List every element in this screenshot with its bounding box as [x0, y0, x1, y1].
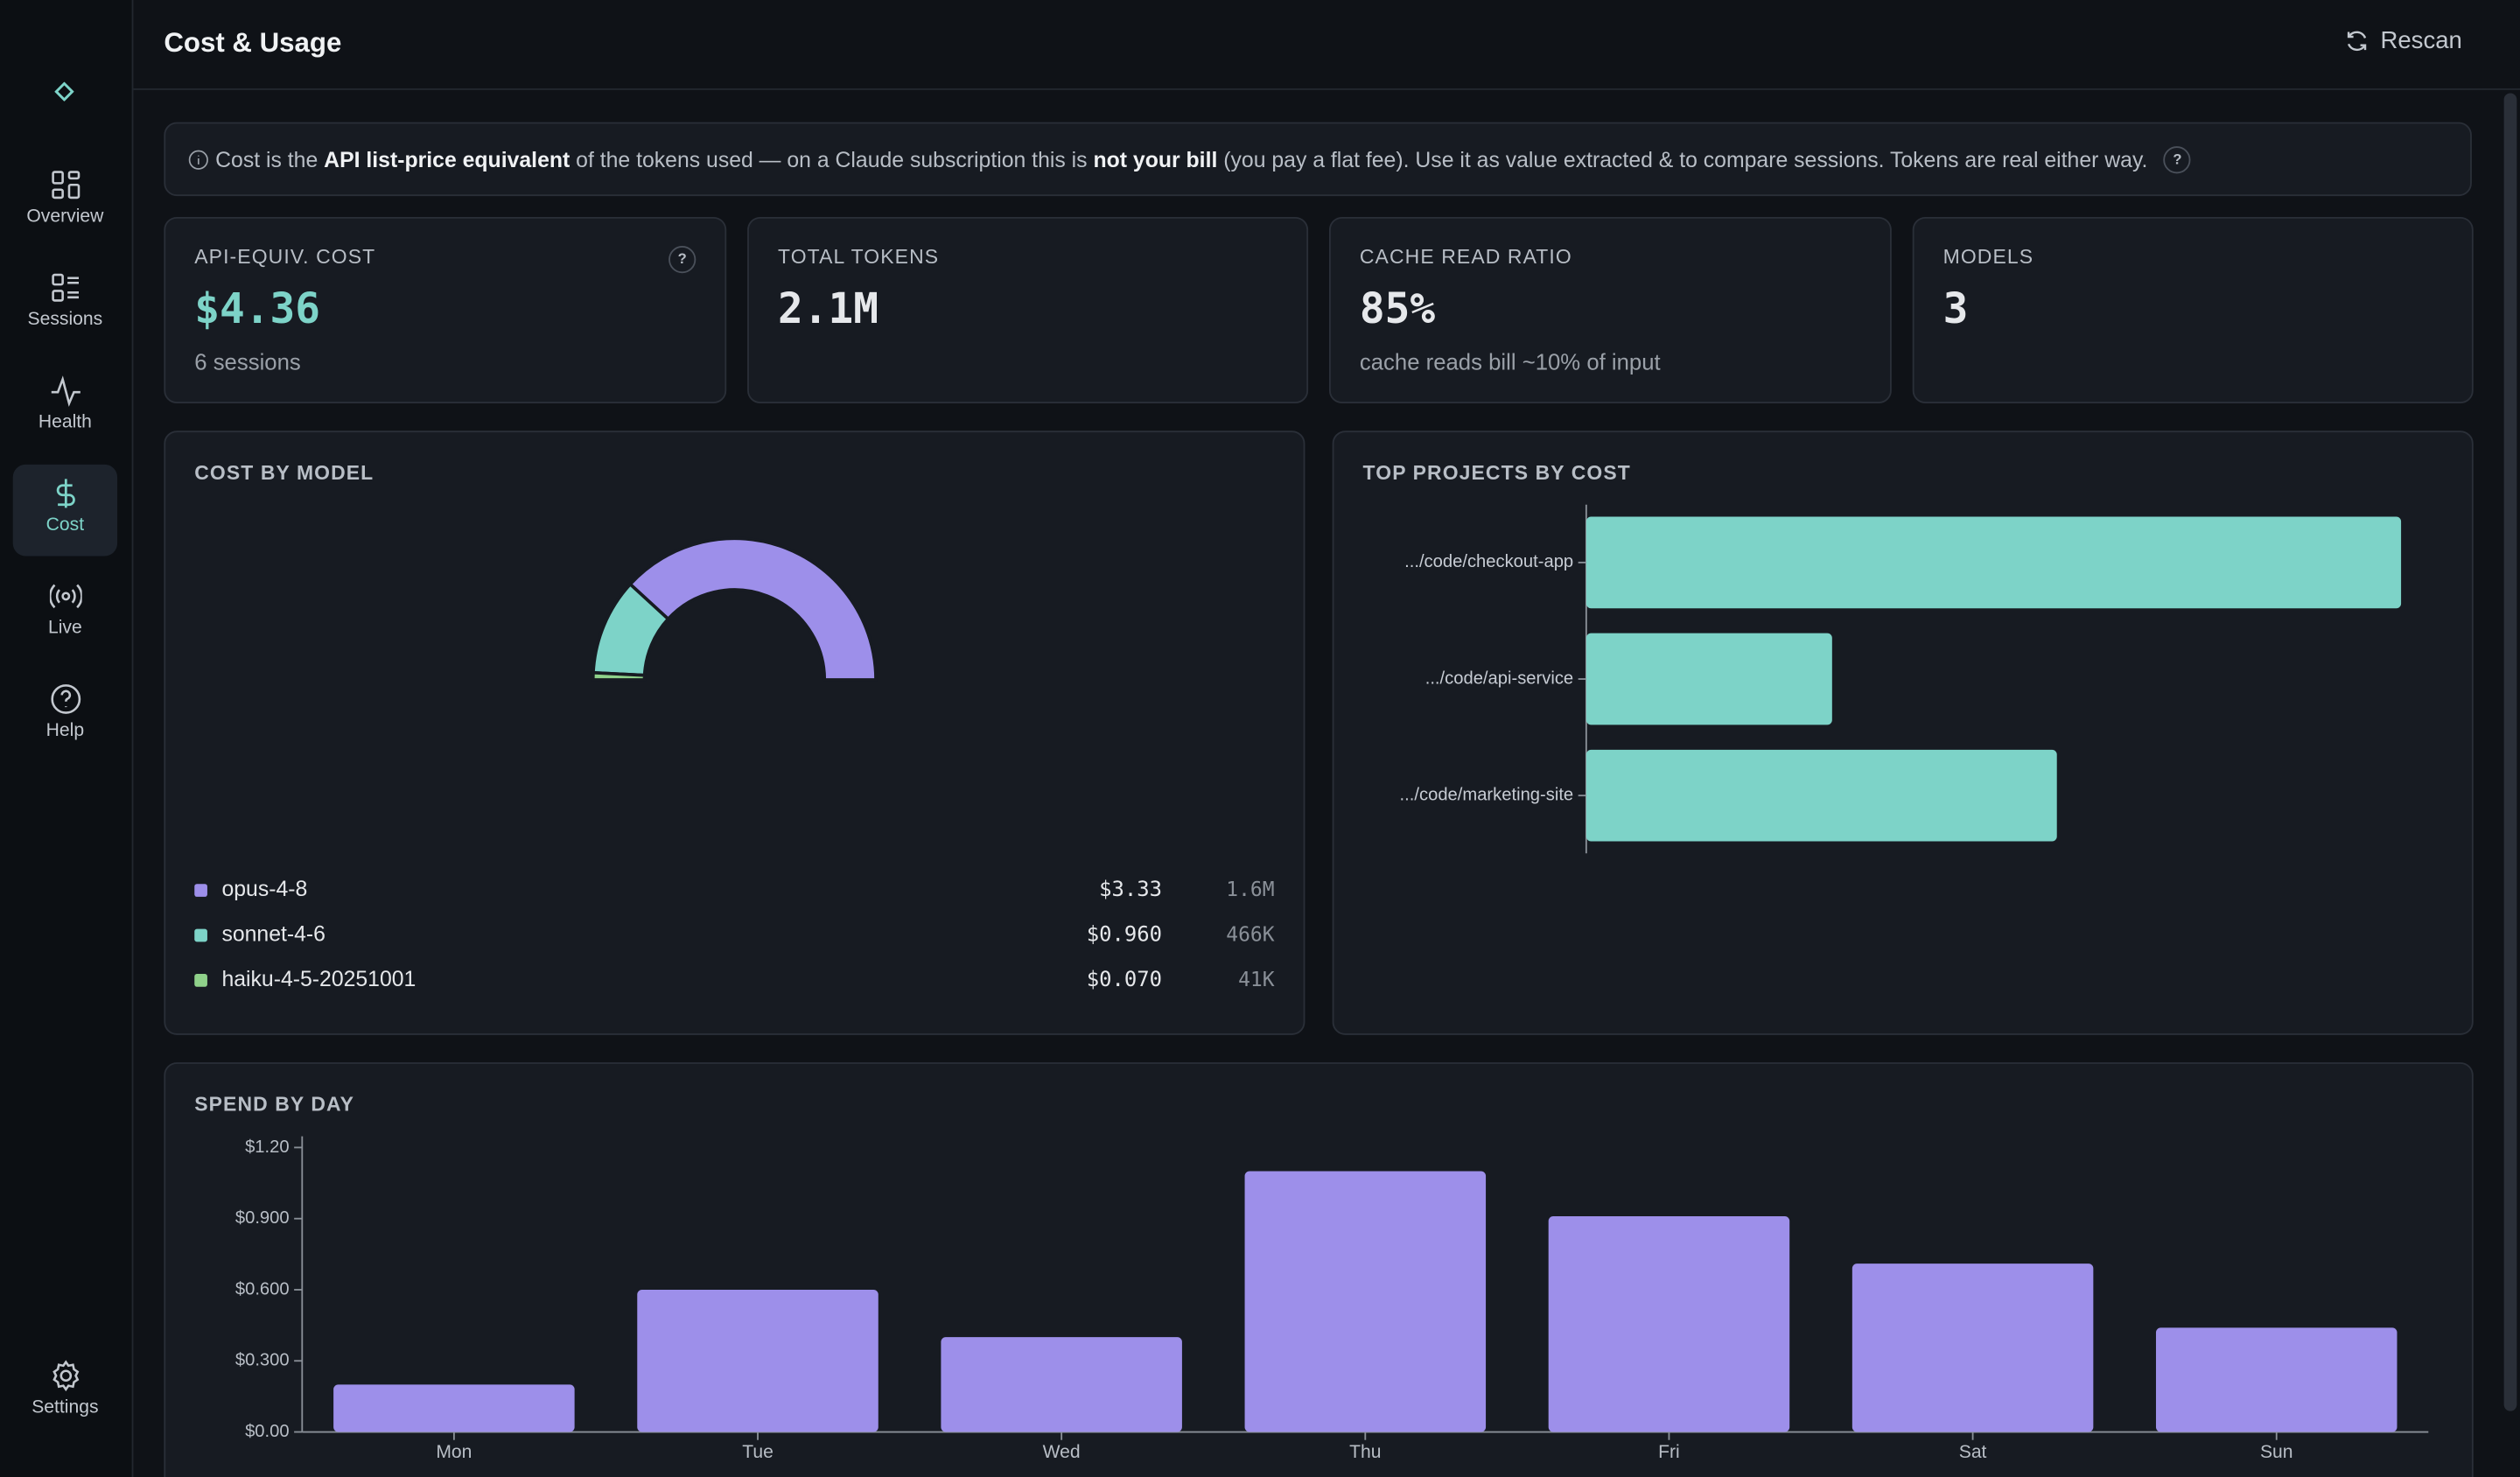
- bar: [1586, 749, 2057, 842]
- x-tick-label: Tue: [742, 1442, 774, 1462]
- bar: [1586, 516, 2402, 609]
- bar: [2155, 1327, 2398, 1432]
- x-tick-label: Mon: [436, 1442, 472, 1462]
- legend-label: haiku-4-5-20251001: [221, 968, 416, 991]
- stat-card: CACHE READ RATIO 85% cache reads bill ~1…: [1328, 216, 1892, 404]
- y-tick-label: .../code/api-service: [1425, 668, 1573, 688]
- y-tick-label: .../code/marketing-site: [1400, 786, 1574, 805]
- nav-label: Help: [46, 721, 85, 741]
- pie-slice: [591, 670, 647, 682]
- legend-label: opus-4-8: [221, 878, 307, 901]
- help-badge[interactable]: ?: [2163, 145, 2192, 173]
- legend-value: $0.070: [1087, 967, 1162, 991]
- chart-title: TOP PROJECTS BY COST: [1363, 461, 1631, 484]
- legend-swatch: [194, 974, 207, 987]
- header: Cost & Usage Rescan: [133, 0, 2520, 90]
- x-tick-label: Wed: [1043, 1442, 1081, 1462]
- nav-item[interactable]: Cost: [12, 464, 118, 556]
- rescan-label: Rescan: [2380, 27, 2462, 55]
- nav-label: Cost: [46, 515, 85, 536]
- legend-tokens: 41K: [1238, 969, 1275, 991]
- stat-label: TOTAL TOKENS: [777, 246, 940, 269]
- legend-swatch: [194, 928, 207, 942]
- nav-label: Health: [38, 413, 92, 433]
- nav-label: Overview: [26, 206, 104, 227]
- page-title: Cost & Usage: [164, 27, 342, 59]
- stat-value: 2.1M: [777, 285, 879, 335]
- legend-swatch: [194, 884, 207, 897]
- stat-label: MODELS: [1942, 246, 2034, 269]
- x-tick-label: Fri: [1658, 1442, 1680, 1462]
- rescan-button[interactable]: Rescan: [2345, 27, 2462, 54]
- legend-tokens: 1.6M: [1226, 878, 1274, 901]
- notice-text: Cost is the: [215, 147, 325, 172]
- nav-item[interactable]: Overview: [13, 156, 117, 248]
- stat-label: CACHE READ RATIO: [1359, 246, 1572, 269]
- chart-title: SPEND BY DAY: [194, 1093, 354, 1116]
- pie-slice: [627, 536, 878, 682]
- y-tick-label: $0.600: [235, 1279, 290, 1298]
- legend-tokens: 466K: [1226, 923, 1274, 946]
- x-tick-label: Sun: [2260, 1442, 2293, 1462]
- x-tick-label: Sat: [1959, 1442, 1987, 1462]
- nav-item[interactable]: Health: [13, 361, 117, 453]
- y-tick-label: .../code/checkout-app: [1404, 552, 1573, 571]
- y-tick-label: $0.900: [235, 1208, 290, 1228]
- bar: [333, 1384, 575, 1432]
- scrollbar[interactable]: [2503, 93, 2517, 1411]
- nav-label: Sessions: [27, 310, 103, 330]
- x-tick-label: Thu: [1349, 1442, 1381, 1462]
- bar: [1548, 1215, 1790, 1432]
- stat-card: API-EQUIV. COST ? $4.36 6 sessions: [164, 216, 727, 404]
- y-tick-label: $0.00: [245, 1422, 290, 1441]
- nav-item[interactable]: Help: [13, 670, 117, 762]
- stat-label: API-EQUIV. COST: [194, 246, 376, 269]
- notice-bold: API list-price equivalent: [324, 147, 570, 172]
- bar: [637, 1289, 878, 1432]
- stat-sub: 6 sessions: [194, 348, 301, 374]
- sidebar: Overview Sessions Health Cost Live Help …: [0, 0, 134, 1477]
- y-tick-label: $1.20: [245, 1138, 290, 1157]
- nav-item[interactable]: Settings: [13, 1347, 117, 1438]
- bar: [1586, 633, 1832, 725]
- legend-value: $0.960: [1087, 921, 1162, 946]
- nav-label: Settings: [32, 1397, 99, 1418]
- stat-value: $4.36: [194, 285, 321, 335]
- chart-title: COST BY MODEL: [194, 461, 374, 484]
- chart-card: [164, 430, 1306, 1035]
- stat-value: 3: [1942, 285, 1969, 335]
- y-tick-label: $0.300: [235, 1351, 290, 1370]
- stat-value: 85%: [1359, 285, 1436, 335]
- info-icon: [188, 149, 208, 169]
- nav-label: Live: [47, 619, 82, 639]
- bar: [941, 1337, 1182, 1432]
- notice: Cost is the API list-price equivalent of…: [164, 122, 2472, 197]
- stat-card: MODELS 3: [1912, 216, 2474, 404]
- help-badge[interactable]: ?: [668, 246, 696, 274]
- notice-bold: not your bill: [1093, 147, 1218, 172]
- bar: [1244, 1171, 1487, 1432]
- bar: [1852, 1264, 2094, 1432]
- nav-item[interactable]: Sessions: [13, 259, 117, 351]
- notice-text: (you pay a flat fee). Use it as value ex…: [1217, 147, 2148, 172]
- legend-label: sonnet-4-6: [221, 923, 325, 947]
- logo: [54, 81, 74, 102]
- stat-sub: cache reads bill ~10% of input: [1359, 348, 1661, 374]
- notice-text: of the tokens used — on a Claude subscri…: [570, 147, 1094, 172]
- legend-value: $3.33: [1099, 877, 1162, 901]
- nav-item[interactable]: Live: [13, 567, 117, 659]
- stat-card: TOTAL TOKENS 2.1M: [747, 216, 1309, 404]
